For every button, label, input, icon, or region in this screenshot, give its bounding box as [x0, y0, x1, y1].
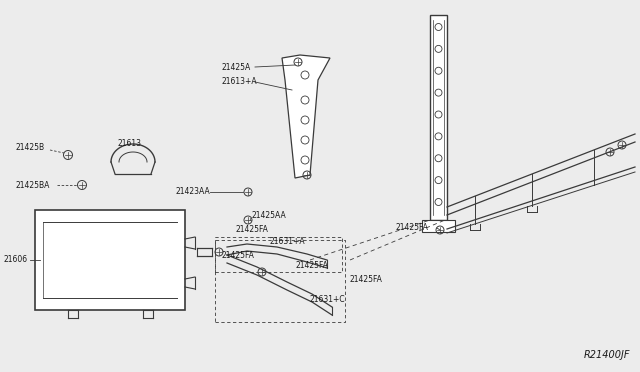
Text: 21613: 21613: [118, 138, 142, 148]
Bar: [35, 210, 185, 310]
Text: 21425FA: 21425FA: [295, 260, 328, 269]
Text: 21425A: 21425A: [222, 62, 252, 71]
Text: 21423AA: 21423AA: [175, 187, 210, 196]
Text: R21400JF: R21400JF: [584, 350, 630, 360]
Text: 21425FA: 21425FA: [395, 224, 428, 232]
Text: 21425AA: 21425AA: [252, 211, 287, 219]
Text: 21631+C: 21631+C: [310, 295, 346, 305]
Text: 21631+A: 21631+A: [270, 237, 306, 247]
Polygon shape: [282, 55, 330, 178]
Bar: [422, 220, 455, 232]
Bar: [430, 15, 447, 220]
Text: 21425FA: 21425FA: [235, 225, 268, 234]
Text: 21425FA: 21425FA: [350, 276, 383, 285]
Text: 21425B: 21425B: [15, 144, 44, 153]
Text: 21613+A: 21613+A: [222, 77, 258, 87]
Text: 21425BA: 21425BA: [15, 180, 49, 189]
Text: 21606: 21606: [4, 256, 28, 264]
Text: 21425FA: 21425FA: [222, 250, 255, 260]
